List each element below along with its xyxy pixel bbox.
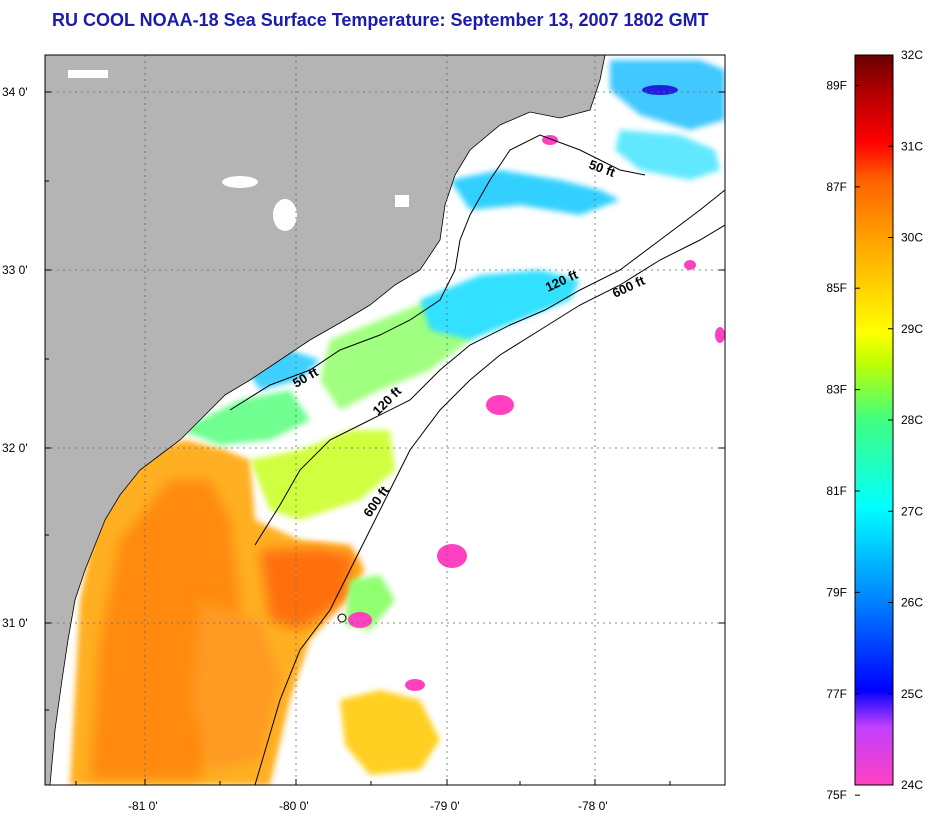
colorbar-label-fahrenheit: 85F bbox=[826, 281, 847, 295]
colorbar-label-fahrenheit: 87F bbox=[826, 180, 847, 194]
lon-tick-label: -80 0' bbox=[279, 799, 309, 813]
axis-ticks bbox=[45, 91, 725, 785]
colorbar-gradient bbox=[854, 54, 894, 786]
map-frame bbox=[44, 54, 726, 786]
contour-50ft bbox=[229, 134, 646, 411]
colorbar-label-celsius: 25C bbox=[901, 687, 923, 701]
lat-tick-label: 33 0' bbox=[2, 263, 28, 277]
lat-tick-label: 31 0' bbox=[2, 616, 28, 630]
colorbar-label-fahrenheit: 77F bbox=[826, 687, 847, 701]
inland-lakes bbox=[68, 70, 460, 252]
lon-tick-label: -79 0' bbox=[430, 799, 460, 813]
colorbar: 32C 31C 30C 29C 28C 27C 26C 25C 24C 89F 87F 85F 83F 8… bbox=[826, 48, 923, 802]
contour-120ft bbox=[254, 189, 725, 546]
lon-tick-label: -78 0' bbox=[578, 799, 608, 813]
colorbar-label-celsius: 31C bbox=[901, 139, 923, 153]
colorbar-label-fahrenheit: 75F bbox=[826, 788, 847, 802]
colorbar-label-celsius: 32C bbox=[901, 48, 923, 62]
colorbar-label-celsius: 28C bbox=[901, 413, 923, 427]
land-mass bbox=[45, 55, 606, 785]
colorbar-label-celsius: 27C bbox=[901, 504, 923, 518]
map-title: RU COOL NOAA-18 Sea Surface Temperature:… bbox=[52, 10, 709, 30]
lat-tick-label: 34 0' bbox=[2, 85, 28, 99]
colorbar-label-celsius: 29C bbox=[901, 322, 923, 336]
colorbar-label-celsius: 26C bbox=[901, 596, 923, 610]
lat-tick-label: 32 0' bbox=[2, 441, 28, 455]
depth-contours bbox=[229, 134, 725, 785]
lon-tick-label: -81 0' bbox=[128, 799, 158, 813]
colorbar-label-fahrenheit: 79F bbox=[826, 585, 847, 599]
sst-data-layer bbox=[70, 60, 725, 785]
colorbar-label-celsius: 24C bbox=[901, 778, 923, 792]
colorbar-label-fahrenheit: 89F bbox=[826, 78, 847, 92]
colorbar-label-fahrenheit: 81F bbox=[826, 484, 847, 498]
map-panel: 50 ft 120 ft 600 ft 50 ft 120 ft 600 ft bbox=[45, 55, 725, 785]
contour-600ft bbox=[254, 224, 725, 785]
colorbar-label-fahrenheit: 83F bbox=[826, 383, 847, 397]
graticule bbox=[45, 55, 725, 785]
colorbar-label-celsius: 30C bbox=[901, 231, 923, 245]
